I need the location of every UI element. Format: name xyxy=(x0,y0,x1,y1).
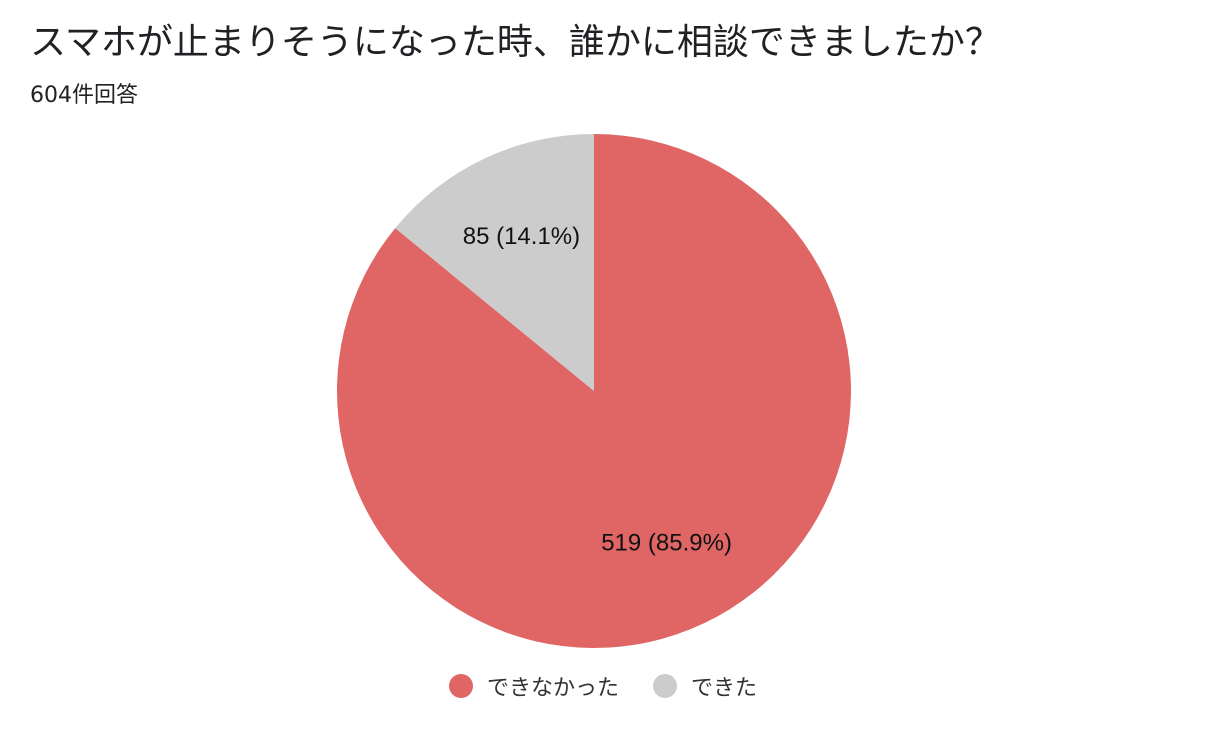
legend-label-could: できた xyxy=(691,676,758,701)
legend-item-could[interactable]: できた xyxy=(653,670,757,702)
legend-label-could-not: できなかった xyxy=(486,676,619,701)
slice-label-could-not: 519 (85.9%) xyxy=(601,530,732,557)
slice-label-could: 85 (14.1%) xyxy=(463,223,580,250)
chart-legend: できなかった できた xyxy=(0,664,1206,708)
response-count: 604件回答 xyxy=(30,83,138,108)
legend-item-could-not[interactable]: できなかった xyxy=(448,670,619,702)
pie-slice-could[interactable] xyxy=(395,134,594,391)
legend-swatch-could-not xyxy=(448,674,473,698)
legend-swatch-could xyxy=(653,674,677,698)
chart-title: スマホが止まりそうになった時、誰かに相談できましたか？ xyxy=(30,22,1001,63)
